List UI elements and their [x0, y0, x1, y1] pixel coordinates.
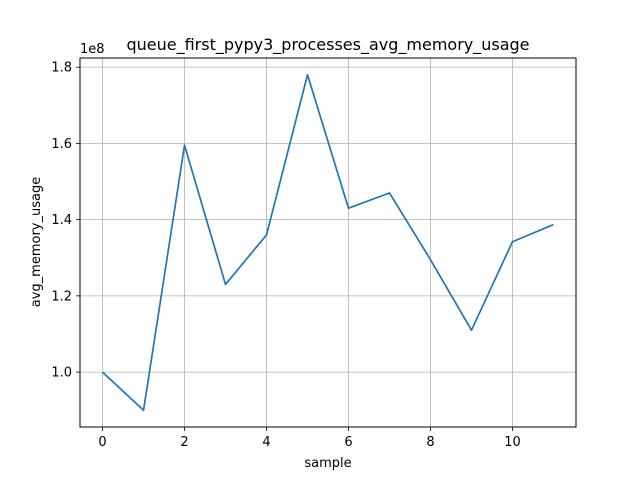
y-axis-label: avg_memory_usage: [29, 177, 44, 307]
y-tick-label: 1.0: [51, 366, 72, 381]
x-tick-label: 4: [262, 435, 270, 450]
x-tick-label: 2: [180, 435, 188, 450]
y-tick-label: 1.4: [51, 213, 72, 228]
y-tick-label: 1.6: [51, 137, 72, 152]
series-line: [101, 73, 554, 412]
x-axis: 0 2 4 6 8 10: [98, 427, 521, 450]
grid: [80, 58, 576, 427]
chart-title: queue_first_pypy3_processes_avg_memory_u…: [126, 35, 529, 55]
y-axis: 1.0 1.2 1.4 1.6 1.8: [51, 61, 80, 381]
plot-frame: [79, 57, 577, 428]
y-offset-label: 1e8: [80, 42, 105, 57]
x-tick-label: 10: [504, 435, 521, 450]
y-tick-label: 1.8: [51, 61, 72, 76]
x-tick-label: 0: [98, 435, 106, 450]
x-tick-label: 8: [426, 435, 434, 450]
x-axis-label: sample: [304, 456, 351, 471]
series-group: [101, 73, 554, 412]
y-tick-label: 1.2: [51, 289, 72, 304]
x-tick-label: 6: [344, 435, 352, 450]
